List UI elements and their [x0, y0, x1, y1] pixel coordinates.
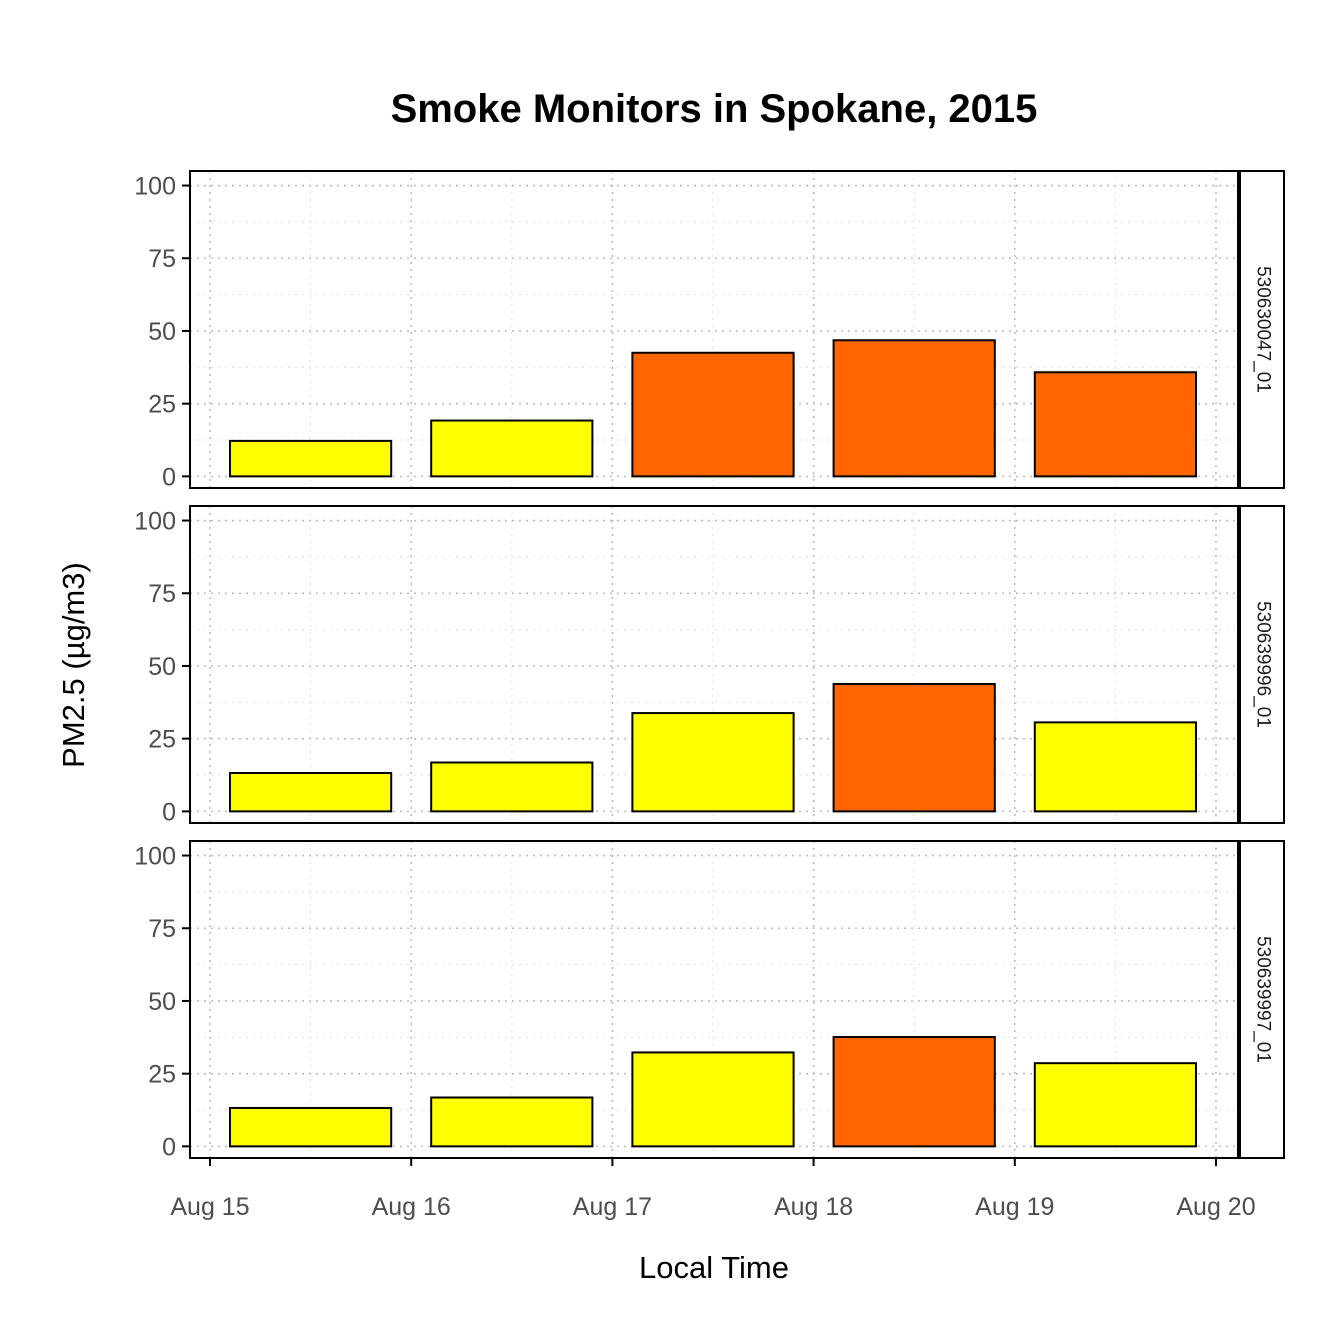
- panel-530639996_01: 0 25 50 75 100 530639996_01: [134, 505, 1285, 826]
- bar-aug-16: [430, 761, 594, 813]
- y-tick-label: 25: [148, 726, 176, 754]
- x-tick-label: Aug 19: [975, 1193, 1054, 1221]
- bar-aug-18: [832, 339, 996, 478]
- bar-aug-15: [229, 771, 393, 813]
- y-tick-label: 25: [148, 1061, 176, 1089]
- panel-530639997_01: 0 25 50 75 100 530639997_01: [134, 840, 1285, 1161]
- x-tick-label: Aug 18: [774, 1193, 853, 1221]
- y-tick-label: 75: [148, 915, 176, 943]
- x-tick-label: Aug 16: [372, 1193, 451, 1221]
- panels-group: 0 25 50 75 100 530630047_01 0 25 50 75 100 53063999…: [134, 170, 1285, 1161]
- y-tick-label: 25: [148, 391, 176, 419]
- bar-aug-19: [1033, 371, 1198, 478]
- bar-aug-16: [430, 1096, 594, 1148]
- facet-strip: [1239, 170, 1285, 489]
- bar-aug-16: [430, 419, 594, 478]
- facet-strip: [1239, 840, 1285, 1159]
- bar-aug-19: [1033, 721, 1198, 813]
- bar-aug-17: [631, 1051, 795, 1148]
- y-tick-label: 75: [148, 580, 176, 608]
- x-axis-title: Local Time: [639, 1250, 789, 1285]
- y-tick-label: 75: [148, 245, 176, 273]
- x-tick-label: Aug 20: [1176, 1193, 1255, 1221]
- bar-aug-19: [1033, 1062, 1198, 1148]
- bar-aug-18: [832, 682, 996, 813]
- panel-530630047_01: 0 25 50 75 100 530630047_01: [134, 170, 1285, 491]
- x-tick-label: Aug 17: [573, 1193, 652, 1221]
- x-tick-label: Aug 15: [170, 1193, 249, 1221]
- y-tick-label: 100: [134, 508, 176, 536]
- y-tick-label: 0: [162, 798, 176, 826]
- bar-aug-17: [631, 712, 795, 813]
- y-tick-label: 50: [148, 988, 176, 1016]
- y-tick-label: 50: [148, 653, 176, 681]
- facet-strip-label: 530639997_01: [1253, 936, 1274, 1063]
- facet-strip: [1239, 505, 1285, 824]
- y-tick-label: 0: [162, 463, 176, 491]
- chart-title: Smoke Monitors in Spokane, 2015: [391, 87, 1038, 131]
- bar-aug-17: [631, 351, 795, 478]
- facet-strip-label: 530639996_01: [1253, 601, 1274, 728]
- y-tick-label: 100: [134, 173, 176, 201]
- bar-aug-15: [229, 1106, 393, 1148]
- x-axis: Aug 15 Aug 16 Aug 17 Aug 18 Aug 19 Aug 20: [170, 1157, 1256, 1221]
- y-axis-title: PM2.5 (µg/m3): [56, 562, 91, 768]
- facet-strip-label: 530630047_01: [1253, 266, 1274, 393]
- bar-aug-15: [229, 439, 393, 478]
- bar-aug-18: [832, 1036, 996, 1148]
- y-tick-label: 0: [162, 1133, 176, 1161]
- y-tick-label: 50: [148, 318, 176, 346]
- y-tick-label: 100: [134, 843, 176, 871]
